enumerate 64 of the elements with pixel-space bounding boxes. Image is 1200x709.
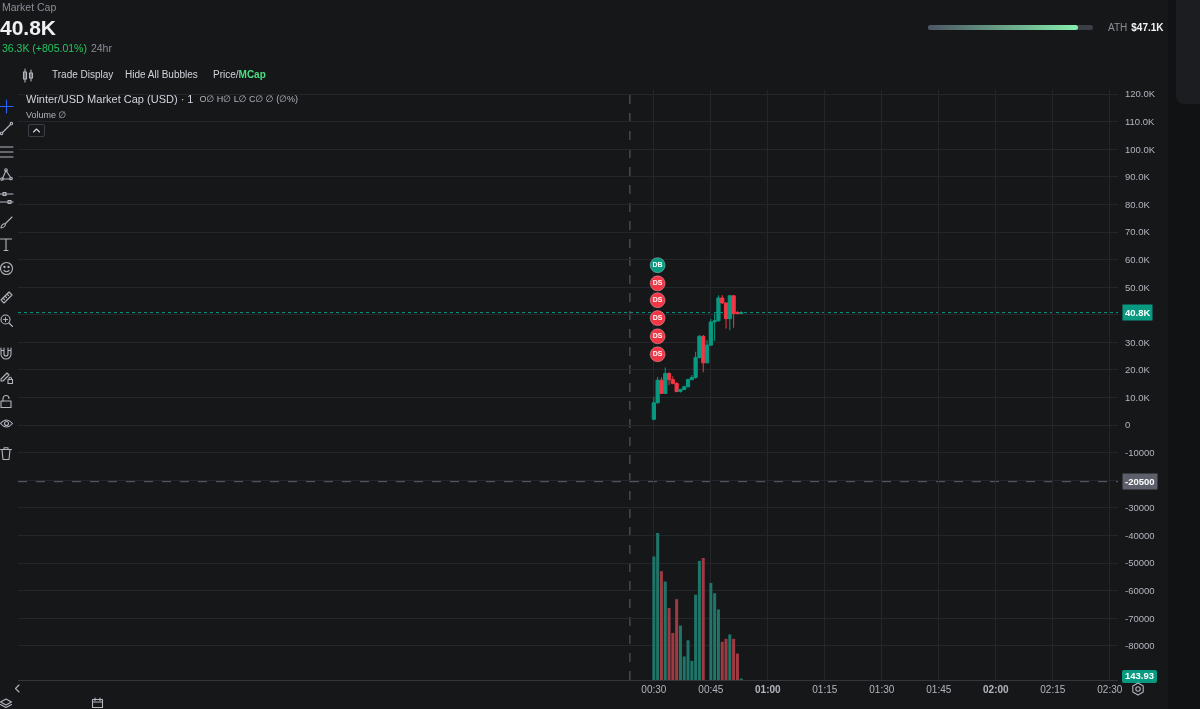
x-tick-label: 01:15 — [812, 684, 838, 695]
x-tick-label: 02:00 — [983, 684, 1010, 695]
y-tick-label: 30.0K — [1125, 336, 1151, 348]
x-tick-label: 01:30 — [869, 684, 895, 695]
chart-title: Winter/USD Market Cap (USD) · 1 — [26, 93, 194, 106]
y-tick-label: 50.0K — [1125, 281, 1151, 293]
bar — [720, 641, 724, 680]
y-tick-label: 100.0K — [1125, 143, 1156, 155]
bar — [686, 640, 690, 680]
y-tick-label: 60.0K — [1125, 253, 1151, 265]
candlestick — [663, 366, 668, 395]
candlestick — [666, 371, 672, 386]
text: Price/ — [213, 69, 239, 81]
y-tick-label: -10000 — [1125, 447, 1155, 459]
text: 143.93 — [1122, 670, 1158, 683]
y-tick-label: 20.0K — [1125, 364, 1151, 376]
y-tick-label: 10.0K — [1125, 391, 1151, 403]
text: Hide All Bubbles — [125, 69, 198, 81]
x-tick-label: 01:45 — [926, 684, 952, 695]
candlestick — [731, 294, 736, 329]
bar — [659, 571, 663, 680]
bar — [728, 634, 732, 680]
ref-line-label: 40.8K — [1125, 307, 1151, 318]
candlestick — [701, 334, 706, 373]
x-tick-label: 00:45 — [698, 684, 724, 695]
y-tick-label: 110.0K — [1125, 116, 1156, 128]
text: 36.3K (+805.01%) — [2, 42, 87, 55]
y-tick-label: -30000 — [1125, 502, 1155, 514]
y-tick-label: -60000 — [1125, 584, 1155, 596]
bar — [701, 557, 705, 680]
annotation: Volume ∅ — [26, 110, 67, 121]
bar — [675, 599, 679, 680]
x-tick-label: 02:30 — [1097, 684, 1123, 695]
text: 24hr — [90, 42, 112, 55]
candlestick — [678, 388, 683, 394]
bar — [724, 638, 728, 680]
bar — [732, 638, 736, 680]
text: Trade Display — [52, 69, 114, 81]
y-tick-label: 120.0K — [1125, 88, 1156, 100]
text: Market Cap — [2, 1, 57, 14]
y-tick-label: 70.0K — [1125, 226, 1151, 238]
bar — [709, 582, 713, 680]
annotation: O∅ H∅ L∅ C∅ ∅ (∅%) — [199, 94, 299, 105]
y-tick-label: 0 — [1125, 419, 1131, 431]
y-tick-label: 80.0K — [1125, 198, 1151, 210]
text: $47.1K — [1131, 22, 1164, 34]
text: ATH — [1108, 22, 1128, 34]
bar — [667, 607, 671, 680]
bar — [656, 533, 660, 680]
candlestick — [659, 376, 664, 395]
bar — [697, 560, 701, 680]
x-tick-label: 01:00 — [755, 684, 782, 695]
text: MCap — [238, 69, 266, 81]
y-tick-label: -70000 — [1125, 612, 1155, 624]
y-tick-label: 90.0K — [1125, 171, 1151, 183]
y-tick-label: -50000 — [1125, 557, 1155, 569]
x-tick-label: 02:15 — [1040, 684, 1066, 695]
bar — [663, 581, 667, 680]
text: 40.8K — [0, 16, 57, 41]
y-tick-label: -40000 — [1125, 529, 1155, 541]
x-tick-label: 00:30 — [641, 684, 667, 695]
ref-line-label: -20500 — [1125, 476, 1155, 487]
y-tick-label: -80000 — [1125, 640, 1155, 652]
bar — [678, 625, 682, 680]
